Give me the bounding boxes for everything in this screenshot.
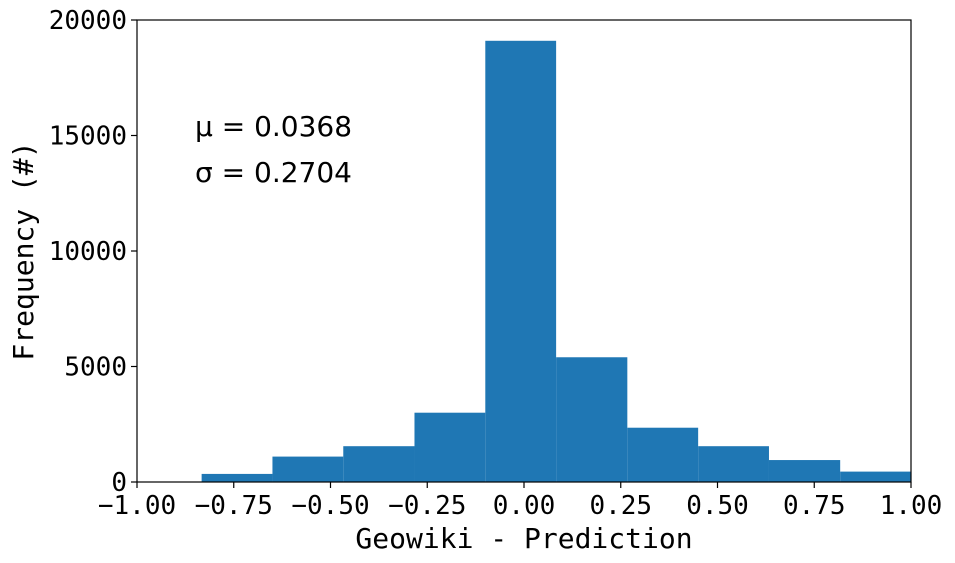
y-tick-label: 15000: [49, 122, 127, 152]
histogram-bar: [627, 427, 699, 482]
y-axis-ticks: 0 5000 10000 15000 20000: [49, 6, 137, 498]
histogram-bar: [414, 412, 486, 482]
bars-group: [201, 40, 911, 482]
histogram-bar: [343, 446, 415, 482]
histogram-bar: [556, 357, 628, 482]
histogram-bar: [201, 473, 273, 482]
x-axis-ticks: −1.00 −0.75 −0.50 −0.25 0.00 0.25 0.50 0.75 1.00: [98, 482, 942, 521]
x-tick-label: 0.75: [783, 491, 846, 521]
y-tick-label: 0: [111, 468, 127, 498]
y-tick-label: 20000: [49, 6, 127, 36]
histogram-bar: [272, 456, 344, 482]
mean-annotation: μ = 0.0368: [195, 110, 352, 143]
histogram-bar: [840, 471, 911, 482]
x-axis-label: Geowiki - Prediction: [355, 522, 692, 555]
y-tick-label: 10000: [49, 237, 127, 267]
histogram-bar: [698, 446, 769, 482]
std-annotation: σ = 0.2704: [195, 156, 352, 189]
histogram-bar: [768, 460, 841, 482]
y-tick-label: 5000: [64, 353, 127, 383]
x-tick-label: −1.00: [98, 491, 176, 521]
x-tick-label: 0.25: [589, 491, 652, 521]
x-tick-label: 0.00: [493, 491, 556, 521]
x-tick-label: −0.75: [195, 491, 273, 521]
histogram-bar: [485, 40, 557, 482]
x-tick-label: 0.50: [686, 491, 749, 521]
x-tick-label: 1.00: [880, 491, 943, 521]
y-axis-label: Frequency (#): [7, 141, 40, 360]
x-tick-label: −0.25: [388, 491, 466, 521]
x-tick-label: −0.50: [291, 491, 369, 521]
